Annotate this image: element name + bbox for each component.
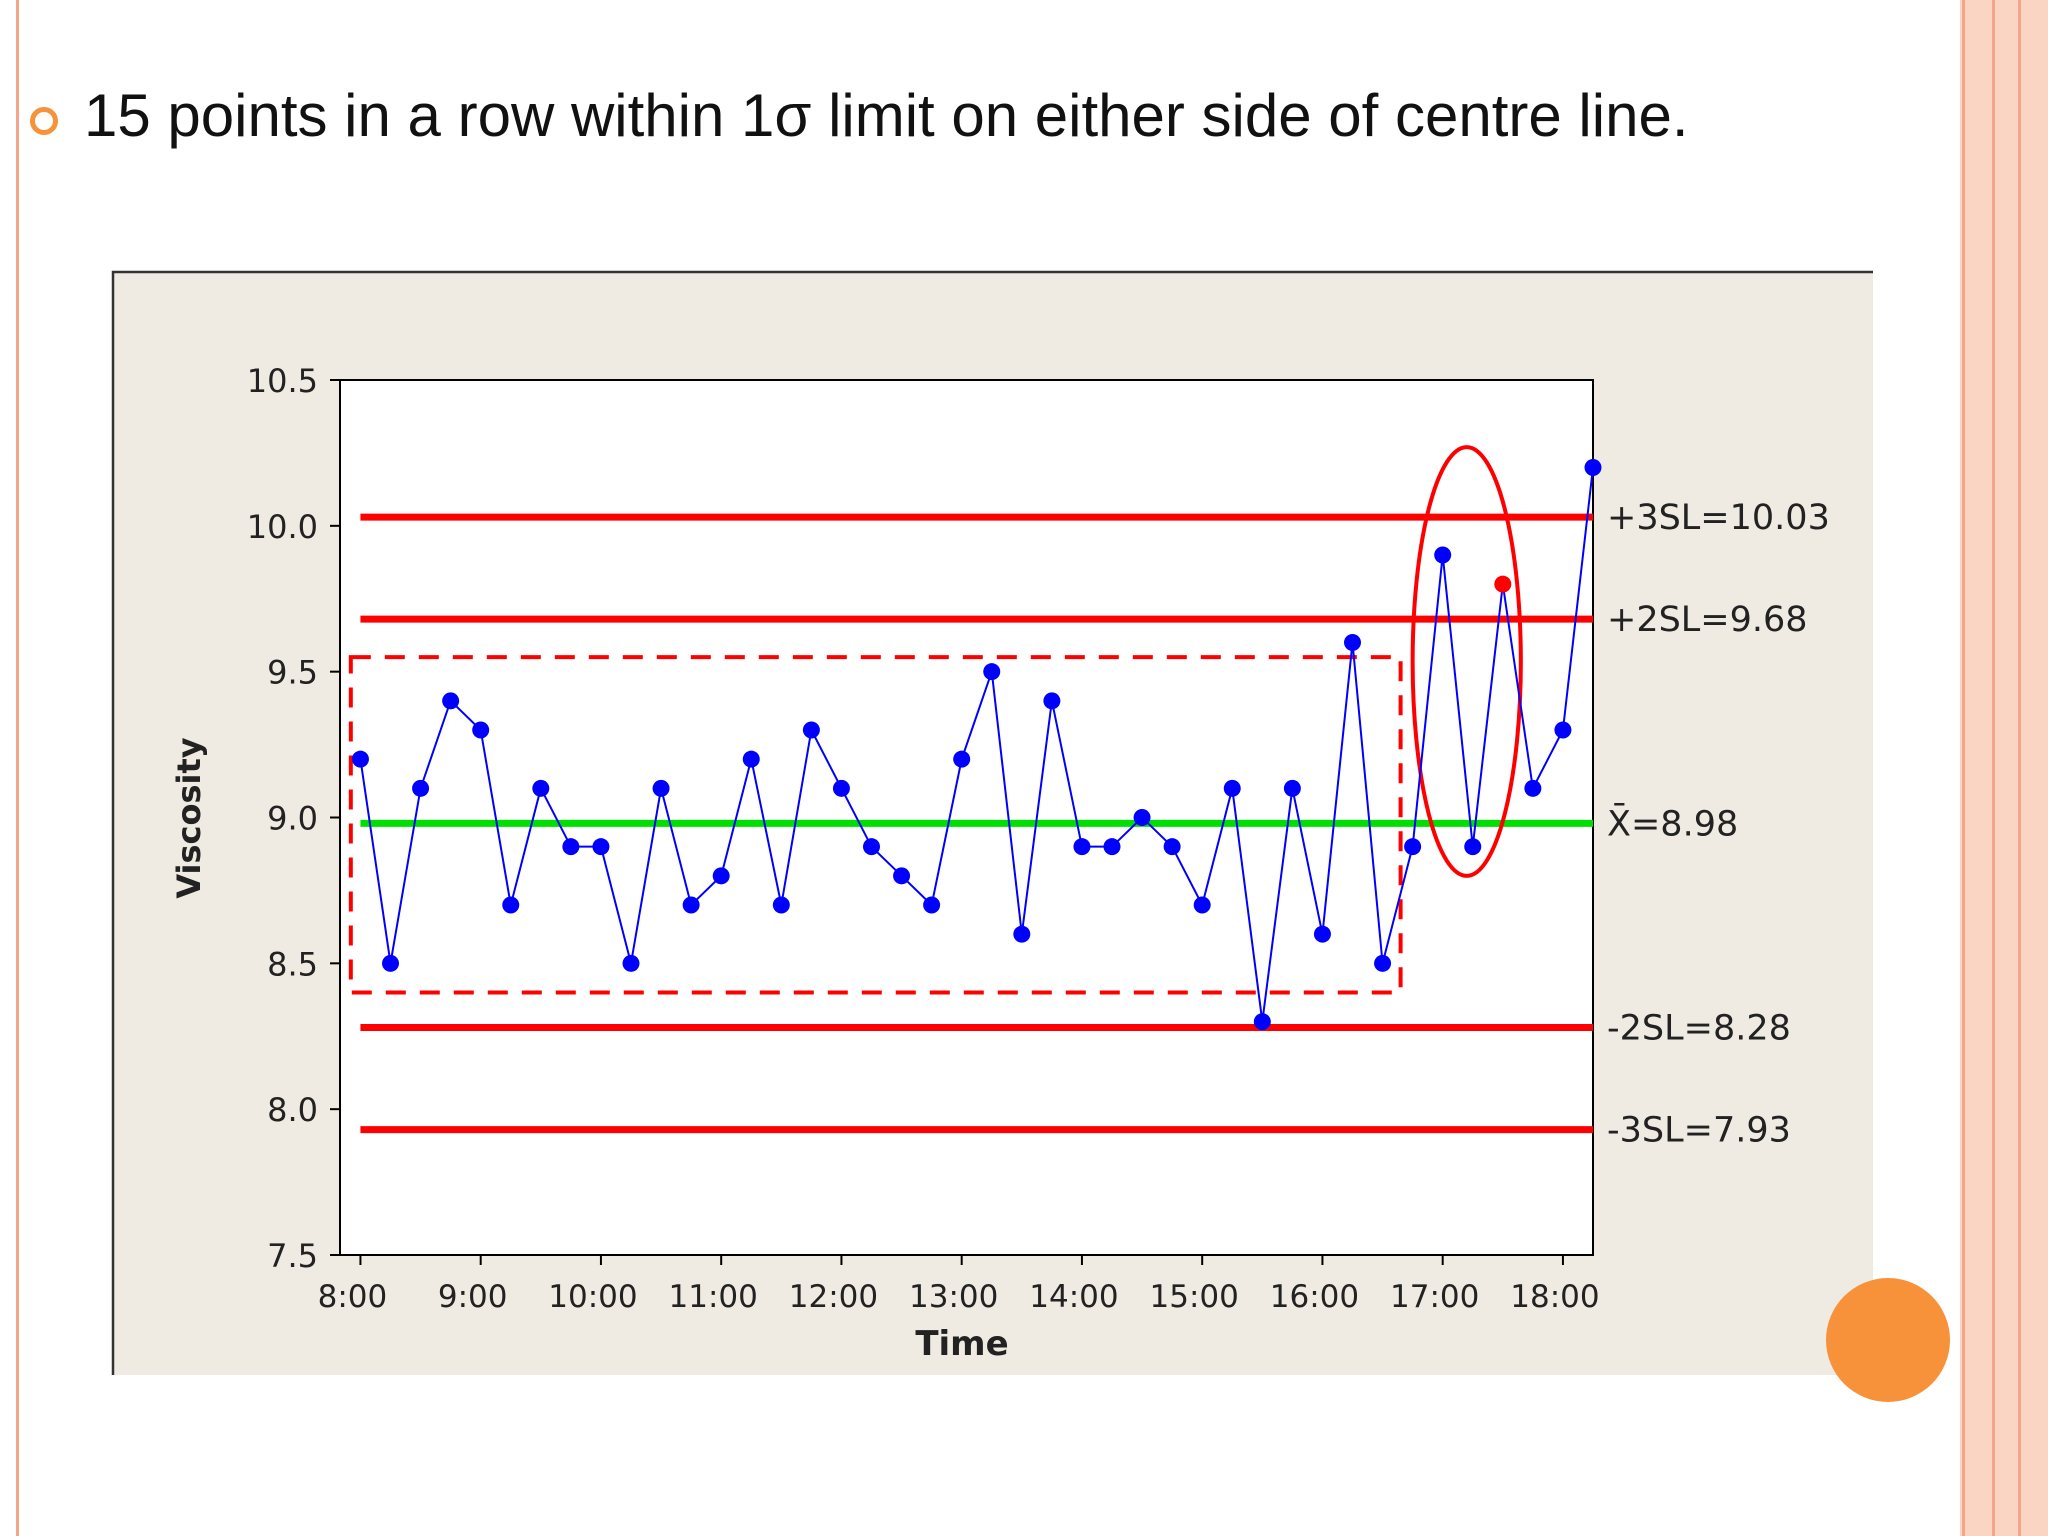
data-point [412,779,430,797]
data-point [1133,809,1151,826]
reference-line-label: +3SL=10.03 [1607,498,1830,538]
x-tick-label: 14:00 [1029,1279,1118,1315]
data-point [1404,838,1422,856]
data-point [1554,721,1572,739]
data-point [442,692,460,710]
left-frame-line [16,0,19,1536]
ring-bullet-icon [30,107,58,135]
data-point [832,779,850,797]
x-tick-label: 15:00 [1150,1279,1239,1315]
right-frame-line [2018,0,2021,1536]
data-point [472,721,490,739]
data-point [1313,925,1331,943]
x-tick-label: 12:00 [789,1279,878,1315]
x-tick-label: 8:00 [318,1279,388,1315]
reference-line-label: -3SL=7.93 [1607,1111,1791,1151]
reference-line-label: +2SL=9.68 [1607,600,1808,640]
data-point [1524,779,1542,797]
x-tick-label: 11:00 [669,1279,758,1315]
y-tick-label: 10.0 [247,508,318,546]
y-tick-label: 8.0 [267,1091,318,1129]
data-point [983,663,1001,681]
y-tick-label: 9.5 [267,654,318,692]
data-point [863,838,881,856]
x-tick-label: 16:00 [1270,1279,1359,1315]
data-point [1163,838,1181,856]
data-point [1193,896,1211,914]
data-point [382,954,400,972]
x-axis: 8:00 9:00 10:00 11:00 12:00 13:00 14:00 15:00 16… [318,1255,1600,1315]
x-tick-label: 10:00 [548,1279,637,1315]
data-point [742,750,760,768]
x-tick-label: 18:00 [1510,1279,1599,1315]
y-axis-label: Viscosity [170,737,208,898]
x-tick-label: 13:00 [909,1279,998,1315]
right-frame-line [1992,0,1995,1536]
reference-lines: +3SL=10.03 +2SL=9.68 X̄=8.98 -2SL=8.28 -3SL=… [360,498,1830,1151]
x-tick-label: 17:00 [1390,1279,1479,1315]
reference-line-label: X̄=8.98 [1607,802,1738,844]
data-point [1374,954,1392,972]
data-point [1434,546,1452,564]
highlighted-data-point [1494,575,1512,593]
decorative-circle [1826,1278,1950,1402]
data-point [682,896,700,914]
data-point [1013,925,1031,943]
data-point [923,896,941,914]
series-viscosity [351,459,1602,1031]
data-point [953,750,971,768]
x-axis-label: Time [915,1324,1008,1364]
data-point [1464,838,1482,856]
data-point [652,779,670,797]
data-point [712,867,730,885]
data-point [1253,1013,1271,1031]
x-tick-label: 9:00 [438,1279,508,1315]
data-point [592,838,610,856]
y-tick-label: 7.5 [267,1237,318,1275]
control-chart-svg: 7.5 8.0 8.5 9.0 9.5 10.0 10.5 8:00 9:00 10:00 11:… [111,270,1873,1375]
data-point [1344,634,1362,651]
y-tick-label: 10.5 [247,362,318,400]
data-point [1223,779,1241,797]
data-point [351,750,369,768]
data-point [532,779,550,797]
annotations [348,445,1523,995]
data-point [772,896,790,914]
reference-line-label: -2SL=8.28 [1607,1009,1791,1049]
y-tick-label: 9.0 [267,800,318,838]
control-chart: 7.5 8.0 8.5 9.0 9.5 10.0 10.5 8:00 9:00 10:00 11:… [111,270,1873,1375]
data-point [802,721,820,739]
series-line [359,467,1594,1022]
data-point [1043,692,1061,710]
slide-heading: 15 points in a row within 1σ limit on ei… [84,82,1689,149]
y-tick-label: 8.5 [267,945,318,983]
data-point [1283,779,1301,797]
y-axis: 7.5 8.0 8.5 9.0 9.5 10.0 10.5 [247,362,340,1275]
data-point [893,867,911,885]
plot-area [339,379,1594,1256]
right-frame-band [1960,0,2048,1536]
right-frame-line [1962,0,1965,1536]
data-point [1073,838,1091,856]
data-point [562,838,580,856]
chart-panel-border [111,270,1873,1375]
data-point [622,954,640,972]
data-point [1584,459,1602,476]
data-point [502,896,520,914]
highlight-ellipse [1410,445,1523,878]
data-point [1103,838,1121,856]
run-highlight-box [348,655,1403,995]
